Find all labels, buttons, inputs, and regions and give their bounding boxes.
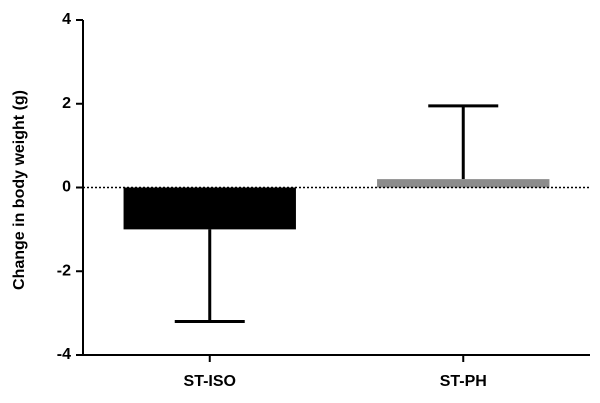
x-tick-label: ST-ISO xyxy=(184,373,236,390)
y-tick-label: -4 xyxy=(57,346,71,363)
y-tick-label: 0 xyxy=(62,179,71,196)
y-tick-label: 2 xyxy=(62,95,71,112)
y-tick-label: 4 xyxy=(62,11,71,28)
bar xyxy=(377,179,550,188)
y-tick-label: -2 xyxy=(57,262,71,279)
y-axis-label: Change in body weight (g) xyxy=(11,90,28,290)
x-tick-label: ST-PH xyxy=(440,373,487,390)
bar xyxy=(123,187,296,230)
